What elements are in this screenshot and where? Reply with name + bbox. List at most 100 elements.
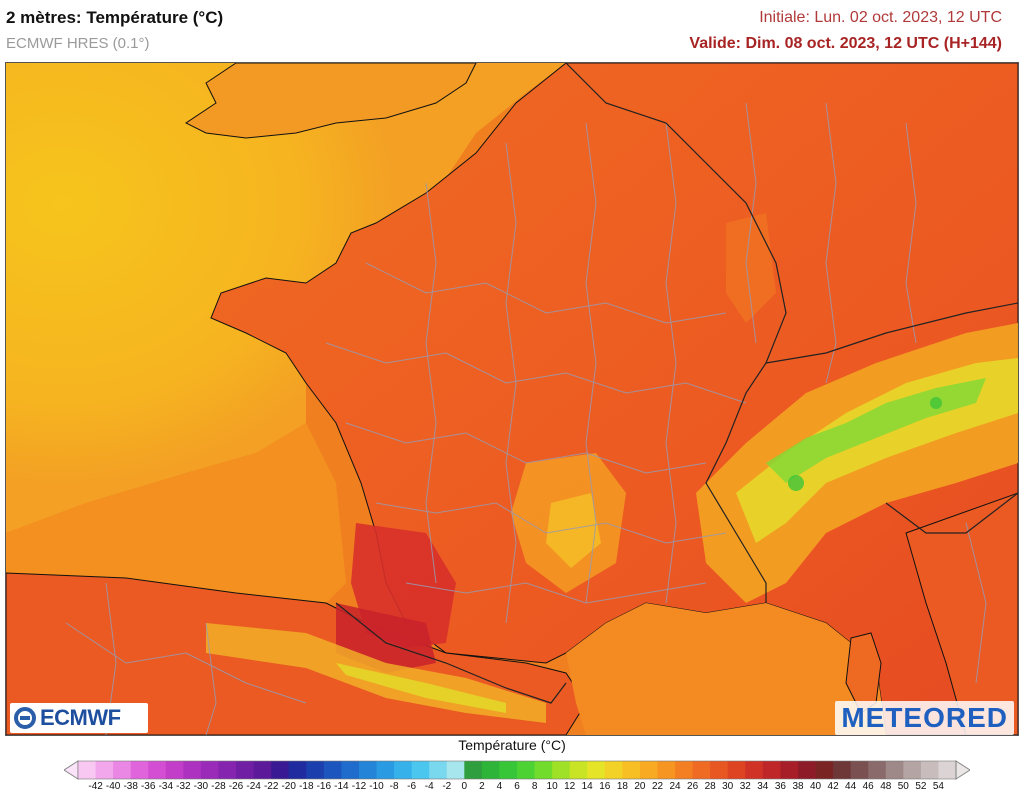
legend-tick-label: -34 bbox=[158, 781, 174, 792]
legend-swatch bbox=[517, 761, 536, 779]
legend-swatch bbox=[218, 761, 237, 779]
cool-zone-massif-core bbox=[546, 493, 601, 568]
legend-swatch bbox=[253, 761, 272, 779]
legend-tick-label: 4 bbox=[496, 781, 503, 792]
legend-tick-label: 22 bbox=[651, 781, 664, 792]
legend-swatch bbox=[464, 761, 483, 779]
legend-swatch bbox=[727, 761, 746, 779]
legend-swatch bbox=[815, 761, 834, 779]
legend-labels: -42 -40 -38 -36 -34 -32 -30 -28 -26 -24 -22 -20 -18-… bbox=[0, 781, 1024, 797]
legend-tick-label: -8 bbox=[389, 781, 399, 792]
legend-swatch bbox=[657, 761, 676, 779]
legend-tick-label: 38 bbox=[792, 781, 804, 792]
legend-swatch bbox=[429, 761, 448, 779]
alps-peak-1 bbox=[788, 475, 804, 491]
alps-peak-2 bbox=[930, 397, 942, 409]
legend-tick-label: -20 bbox=[281, 781, 296, 792]
legend-swatch bbox=[903, 761, 922, 779]
legend-swatch bbox=[534, 761, 553, 779]
legend-swatch bbox=[165, 761, 184, 779]
legend-swatch bbox=[446, 761, 465, 779]
legend-arrow-high bbox=[955, 760, 970, 780]
legend-swatch bbox=[622, 761, 641, 779]
legend-tick-label: 28 bbox=[704, 781, 716, 792]
legend-tick-label: 42 bbox=[827, 781, 839, 792]
initial-time: Initiale: Lun. 02 oct. 2023, 12 UTC bbox=[759, 9, 1002, 26]
legend-tick-label: -30 bbox=[193, 781, 209, 792]
legend-tick-label: -42 bbox=[88, 781, 103, 792]
meteored-logo: METEORED bbox=[835, 701, 1014, 735]
legend-tick-label: 46 bbox=[862, 781, 874, 792]
legend-tick-label: -40 bbox=[105, 781, 121, 792]
atlantic-mid-zone bbox=[6, 423, 346, 623]
legend-tick-label: 24 bbox=[669, 781, 681, 792]
legend-swatch bbox=[481, 761, 500, 779]
legend-tick-label: 20 bbox=[634, 781, 646, 792]
legend-swatch bbox=[113, 761, 132, 779]
legend-swatch bbox=[762, 761, 781, 779]
model-label: ECMWF HRES (0.1°) bbox=[6, 35, 150, 52]
legend-swatch bbox=[341, 761, 360, 779]
legend-swatch bbox=[920, 761, 939, 779]
legend-tick-label: -38 bbox=[123, 781, 138, 792]
ecmwf-logo: ECMWF bbox=[10, 703, 148, 733]
legend-swatch bbox=[569, 761, 588, 779]
legend-swatch bbox=[885, 761, 904, 779]
legend-tick-label: 54 bbox=[932, 781, 944, 792]
legend-swatch bbox=[604, 761, 623, 779]
legend-tick-label: -16 bbox=[316, 781, 332, 792]
legend-swatch bbox=[288, 761, 307, 779]
legend-tick-label: 14 bbox=[581, 781, 593, 792]
legend-swatch bbox=[850, 761, 869, 779]
legend-tick-label: -12 bbox=[351, 781, 367, 792]
legend-tick-label: 8 bbox=[531, 781, 538, 792]
legend-swatch bbox=[745, 761, 764, 779]
pyrenees-peaks bbox=[336, 663, 506, 713]
legend-swatch bbox=[236, 761, 255, 779]
legend-swatch bbox=[306, 761, 325, 779]
legend-swatch bbox=[148, 761, 167, 779]
legend-swatch bbox=[358, 761, 378, 779]
legend-tick-label: 36 bbox=[774, 781, 786, 792]
legend-tick-label: 0 bbox=[461, 781, 468, 792]
legend-tick-label: 34 bbox=[757, 781, 769, 792]
mediterranean-sea bbox=[566, 603, 886, 735]
land-england bbox=[185, 63, 477, 139]
legend-swatch bbox=[183, 761, 202, 779]
map-canvas bbox=[6, 63, 1018, 735]
legend-swatch bbox=[130, 761, 149, 779]
legend-swatch bbox=[675, 761, 694, 779]
legend-swatch bbox=[411, 761, 430, 779]
legend-tick-label: -28 bbox=[211, 781, 226, 792]
legend-tick-label: 52 bbox=[915, 781, 927, 792]
legend-swatch bbox=[376, 761, 395, 779]
legend-outline bbox=[77, 760, 957, 780]
legend-tick-label: 10 bbox=[546, 781, 558, 792]
legend-swatch bbox=[552, 761, 571, 779]
legend-swatch bbox=[78, 761, 97, 779]
legend-swatch bbox=[710, 761, 729, 779]
legend-swatch bbox=[95, 761, 114, 779]
legend-swatch bbox=[323, 761, 342, 779]
legend-tick-label: -10 bbox=[369, 781, 384, 792]
legend-swatch bbox=[780, 761, 799, 779]
legend-swatch bbox=[938, 761, 957, 779]
ecmwf-logo-icon bbox=[14, 707, 36, 729]
legend-tick-label: -22 bbox=[263, 781, 279, 792]
legend-tick-label: -36 bbox=[140, 781, 156, 792]
legend-tick-label: -32 bbox=[176, 781, 191, 792]
legend-tick-label: 16 bbox=[599, 781, 611, 792]
legend-tick-label: 26 bbox=[687, 781, 699, 792]
legend-tick-label: -14 bbox=[334, 781, 349, 792]
legend-tick-label: 50 bbox=[897, 781, 909, 792]
map-title: 2 mètres: Température (°C) bbox=[6, 8, 224, 27]
ecmwf-logo-text: ECMWF bbox=[40, 705, 121, 730]
temperature-map[interactable]: ECMWF METEORED bbox=[5, 62, 1019, 736]
legend-tick-label: 2 bbox=[479, 781, 485, 792]
legend-tick-label: 30 bbox=[722, 781, 734, 792]
legend-swatch bbox=[868, 761, 887, 779]
legend-swatch bbox=[499, 761, 518, 779]
legend-swatch bbox=[587, 761, 606, 779]
legend-tick-label: 6 bbox=[514, 781, 520, 792]
legend-swatch bbox=[797, 761, 817, 779]
